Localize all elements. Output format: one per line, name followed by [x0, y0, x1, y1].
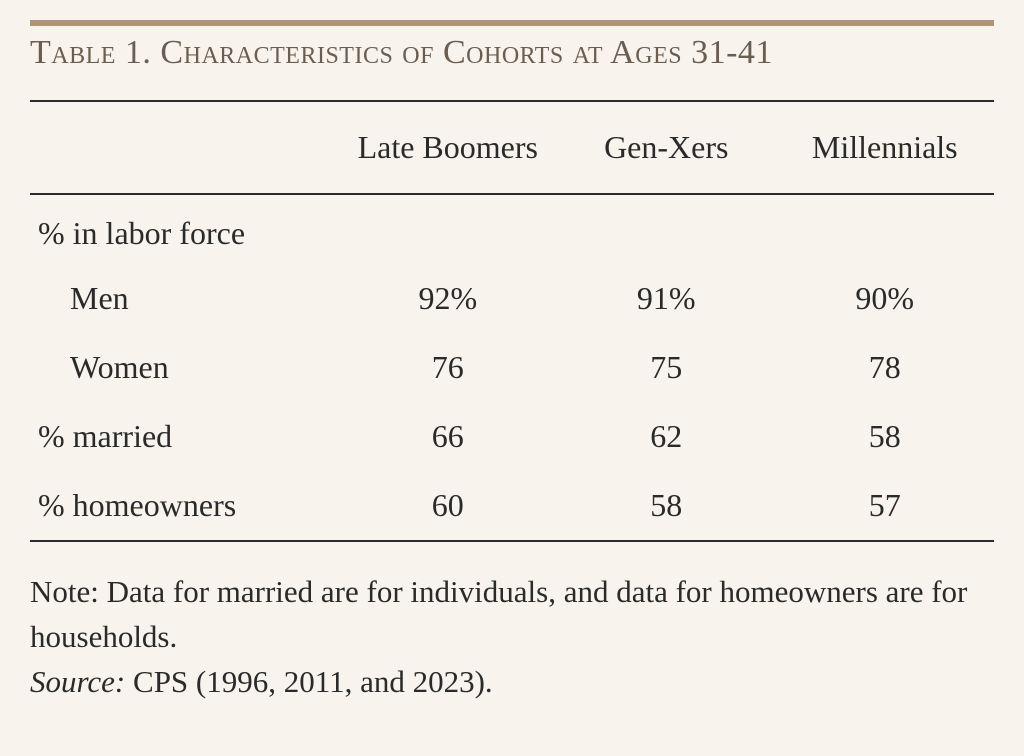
- row-label: Men: [30, 264, 339, 333]
- table-row: % in labor force: [30, 195, 994, 264]
- note-text: Note: Data for married are for individua…: [30, 574, 967, 654]
- cell: 58: [557, 471, 775, 541]
- cell: 60: [339, 471, 557, 541]
- table-row: Women 76 75 78: [30, 333, 994, 402]
- header-row: Late Boomers Gen-Xers Millennials: [30, 102, 994, 194]
- cell: [776, 195, 995, 264]
- row-label: Women: [30, 333, 339, 402]
- cell: 91%: [557, 264, 775, 333]
- cell: 58: [776, 402, 995, 471]
- cell: 78: [776, 333, 995, 402]
- cell: 92%: [339, 264, 557, 333]
- row-label: % in labor force: [30, 195, 339, 264]
- table-title: Table 1. Characteristics of Cohorts at A…: [30, 34, 994, 72]
- source-label: Source:: [30, 664, 125, 699]
- cell: 62: [557, 402, 775, 471]
- cell: 90%: [776, 264, 995, 333]
- source-text: CPS (1996, 2011, and 2023).: [125, 664, 492, 699]
- table-note: Note: Data for married are for individua…: [30, 570, 994, 705]
- cohort-table: Late Boomers Gen-Xers Millennials % in l…: [30, 100, 994, 542]
- header-millennials: Millennials: [776, 102, 995, 194]
- row-label: % homeowners: [30, 471, 339, 541]
- cell: [557, 195, 775, 264]
- cell: 66: [339, 402, 557, 471]
- header-gen-xers: Gen-Xers: [557, 102, 775, 194]
- cell: [339, 195, 557, 264]
- cell: 76: [339, 333, 557, 402]
- table-row: Men 92% 91% 90%: [30, 264, 994, 333]
- header-late-boomers: Late Boomers: [339, 102, 557, 194]
- bottom-rule: [30, 541, 994, 542]
- row-label: % married: [30, 402, 339, 471]
- header-blank: [30, 102, 339, 194]
- table-row: % homeowners 60 58 57: [30, 471, 994, 541]
- table-row: % married 66 62 58: [30, 402, 994, 471]
- title-bar: [30, 20, 994, 26]
- cell: 75: [557, 333, 775, 402]
- cell: 57: [776, 471, 995, 541]
